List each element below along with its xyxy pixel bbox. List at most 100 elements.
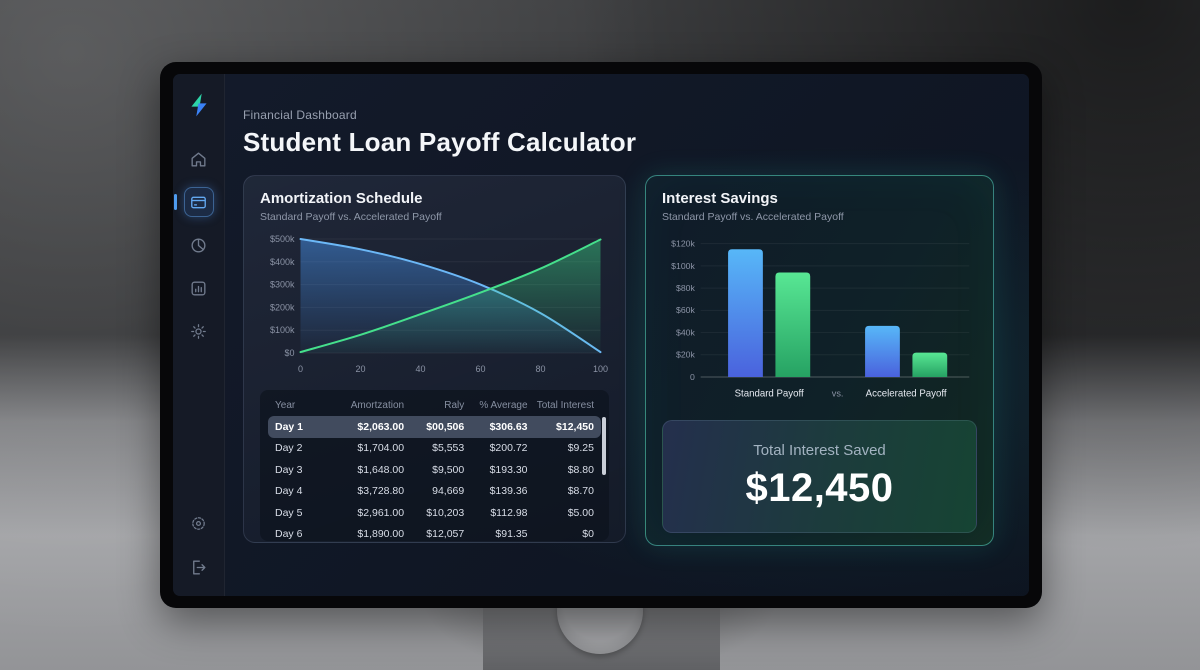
amortization-title: Amortization Schedule [260, 190, 423, 207]
svg-text:0: 0 [690, 372, 695, 382]
sidebar-item-home[interactable] [184, 144, 214, 174]
app-window: Financial Dashboard Student Loan Payoff … [173, 74, 1029, 596]
table-cell: $1,648.00 [357, 463, 405, 476]
table-cell: $5.00 [567, 506, 594, 519]
table-row[interactable]: Day 4 $3,728.80 94,669 $139.36 $8.70 [268, 481, 601, 503]
table-row[interactable]: Day 1 $2,063.00 $00,506 $306.63 $12,450 [268, 416, 601, 438]
table-cell: $8.80 [567, 463, 594, 476]
svg-text:$120k: $120k [671, 239, 695, 249]
table-cell: 94,669 [432, 485, 465, 498]
table-cell: $306.63 [489, 420, 528, 433]
column-header: Year [275, 400, 296, 411]
lightning-bolt-logo-icon [186, 92, 212, 118]
column-header: % Average [479, 400, 528, 411]
table-row[interactable]: Day 5 $2,961.00 $10,203 $112.98 $5.00 [268, 502, 601, 524]
main-content: Financial Dashboard Student Loan Payoff … [225, 74, 1029, 596]
amortization-table: Year Amortzation Raly % Average Total Intere… [260, 390, 609, 541]
sidebar-nav [173, 144, 214, 346]
panels-row: Amortization Schedule Standard Payoff vs… [243, 175, 994, 546]
table-cell: $0 [582, 528, 594, 541]
svg-text:Standard Payoff: Standard Payoff [735, 388, 804, 399]
column-header: Raly [444, 400, 465, 411]
table-header-row: Year Amortzation Raly % Average Total Intere… [268, 395, 601, 416]
table-row[interactable]: Day 3 $1,648.00 $9,500 $193.30 $8.80 [268, 459, 601, 481]
svg-text:$300k: $300k [270, 280, 295, 290]
svg-text:$0: $0 [284, 348, 294, 358]
sidebar-item-settings[interactable] [184, 316, 214, 346]
table-cell: $1,890.00 [357, 528, 405, 541]
svg-text:20: 20 [355, 364, 365, 374]
sidebar-item-reports[interactable] [184, 273, 214, 303]
svg-text:$40k: $40k [676, 327, 695, 337]
table-cell: $200.72 [489, 442, 528, 455]
table-cell: $5,553 [432, 442, 465, 455]
table-cell: Day 4 [275, 485, 303, 498]
svg-text:0: 0 [298, 364, 303, 374]
column-header: Amortzation [350, 400, 405, 411]
total-interest-saved-label: Total Interest Saved [753, 442, 886, 459]
svg-text:vs.: vs. [832, 388, 844, 398]
table-body: Year Amortzation Raly % Average Total Intere… [268, 395, 601, 541]
interest-savings-panel: Interest Savings Standard Payoff vs. Acc… [645, 175, 994, 546]
table-cell: Day 3 [275, 463, 303, 476]
table-cell: $00,506 [426, 420, 465, 433]
svg-text:$500k: $500k [270, 234, 295, 244]
table-cell: $91.35 [495, 528, 528, 541]
svg-text:$200k: $200k [270, 302, 295, 312]
logout-icon[interactable] [184, 552, 214, 582]
table-cell: $12,450 [556, 420, 594, 433]
monitor-bezel: Financial Dashboard Student Loan Payoff … [160, 62, 1042, 608]
total-interest-saved-value: $12,450 [745, 466, 894, 510]
bar-standard-payoff-green [775, 272, 811, 378]
svg-text:40: 40 [415, 364, 425, 374]
amortization-subtitle: Standard Payoff vs. Accelerated Payoff [260, 211, 442, 223]
table-cell: $10,203 [426, 506, 465, 519]
svg-text:$60k: $60k [676, 305, 695, 315]
svg-text:$80k: $80k [676, 283, 695, 293]
table-cell: $112.98 [490, 506, 528, 519]
settings-dial-icon[interactable] [184, 508, 214, 538]
sidebar-footer [184, 508, 214, 582]
table-cell: Day 6 [275, 528, 303, 541]
table-cell: $1,704.00 [357, 442, 405, 455]
page-title: Student Loan Payoff Calculator [243, 127, 637, 157]
table-scrollbar[interactable] [602, 417, 606, 475]
amortization-line-chart: $500k $400k $300k $200k $100k $0 0 20 40 60 80 100 [270, 234, 608, 374]
svg-text:$400k: $400k [270, 257, 295, 267]
sidebar-item-analytics[interactable] [184, 230, 214, 260]
sidebar-item-payments[interactable] [173, 187, 214, 217]
bar-standard-payoff-blue [728, 249, 763, 378]
interest-savings-subtitle: Standard Payoff vs. Accelerated Payoff [662, 211, 844, 223]
svg-text:100: 100 [593, 364, 608, 374]
total-interest-saved-card: Total Interest Saved $12,450 [662, 420, 977, 533]
svg-text:$100k: $100k [270, 325, 295, 335]
column-header: Total Interest [536, 400, 594, 411]
bar-accelerated-payoff-blue [865, 325, 900, 378]
interest-savings-bar-chart: $120k $100k $80k $60k $40k $20k 0 Standard Payo… [671, 239, 970, 399]
svg-text:80: 80 [535, 364, 545, 374]
table-cell: $2,961.00 [357, 506, 405, 519]
interest-savings-title: Interest Savings [662, 190, 778, 207]
table-cell: Day 5 [275, 506, 303, 519]
sidebar [173, 74, 225, 596]
table-cell: $9,500 [432, 463, 465, 476]
table-cell: $139.36 [489, 485, 528, 498]
bar-accelerated-payoff-green [912, 352, 948, 378]
svg-text:$100k: $100k [671, 261, 695, 271]
table-cell: $8.70 [567, 485, 594, 498]
table-row[interactable]: Day 2 $1,704.00 $5,553 $200.72 $9.25 [268, 438, 601, 460]
amortization-panel: Amortization Schedule Standard Payoff vs… [243, 175, 626, 543]
svg-text:Accelerated Payoff: Accelerated Payoff [866, 388, 947, 399]
table-cell: $2,063.00 [357, 420, 405, 433]
table-cell: $193.30 [489, 463, 528, 476]
table-cell: $12,057 [426, 528, 465, 541]
table-cell: Day 1 [275, 420, 304, 433]
table-row[interactable]: Day 6 $1,890.00 $12,057 $91.35 $0 [268, 524, 601, 542]
svg-text:$20k: $20k [676, 350, 695, 360]
svg-text:60: 60 [475, 364, 485, 374]
table-cell: Day 2 [275, 442, 303, 455]
table-cell: $3,728.80 [357, 485, 405, 498]
breadcrumb: Financial Dashboard [243, 108, 357, 122]
table-cell: $9.25 [567, 442, 594, 455]
